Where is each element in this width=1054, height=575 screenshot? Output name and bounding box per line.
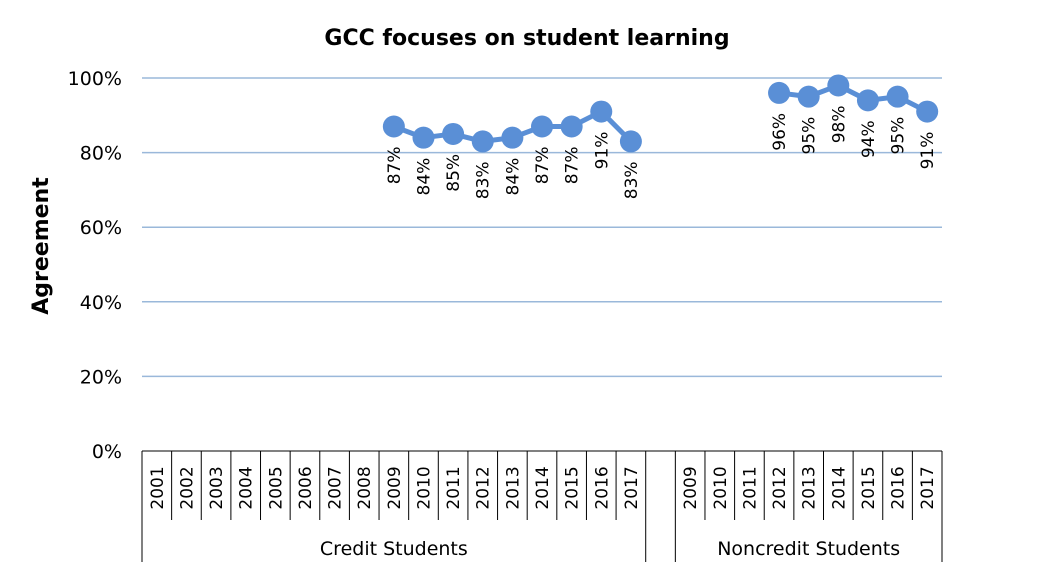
- x-tick-label: 2008: [355, 466, 375, 509]
- y-tick-label: 80%: [80, 143, 122, 165]
- x-tick-label: 2005: [266, 466, 286, 509]
- data-point: [856, 89, 879, 112]
- x-tick-label: 2017: [918, 466, 938, 509]
- x-tick-label: 2003: [207, 466, 227, 509]
- x-tick-label: 2016: [889, 466, 909, 509]
- data-point: [501, 126, 524, 149]
- y-axis-label: Agreement: [29, 177, 54, 315]
- x-tick-label: 2011: [444, 466, 464, 509]
- x-group-label: Credit Students: [320, 538, 468, 560]
- data-label: 84%: [503, 158, 523, 196]
- data-label: 95%: [800, 117, 820, 155]
- y-tick-label: 100%: [68, 68, 122, 90]
- data-point: [590, 100, 613, 123]
- data-point: [471, 130, 494, 153]
- data-point: [797, 85, 820, 108]
- y-tick-label: 0%: [92, 441, 122, 463]
- data-label: 83%: [474, 161, 494, 199]
- x-tick-label: 2006: [296, 466, 316, 509]
- data-point: [886, 85, 909, 108]
- data-label: 91%: [918, 132, 938, 170]
- x-tick-label: 2009: [385, 466, 405, 509]
- x-tick-label: 2004: [237, 466, 257, 509]
- data-point: [531, 115, 554, 138]
- data-label: 87%: [563, 146, 583, 184]
- data-label: 96%: [770, 113, 790, 151]
- data-label: 87%: [533, 146, 553, 184]
- chart-title: GCC focuses on student learning: [324, 26, 729, 51]
- data-label: 94%: [859, 120, 879, 158]
- data-label: 95%: [889, 117, 909, 155]
- y-axis-ticks: 0% 20% 40% 60% 80% 100%: [68, 68, 122, 463]
- data-point: [412, 126, 435, 149]
- data-point: [382, 115, 405, 138]
- data-label: 98%: [829, 105, 849, 143]
- x-tick-label: 2015: [859, 466, 879, 509]
- x-tick-label: 2013: [503, 466, 523, 509]
- x-tick-label: 2002: [177, 466, 197, 509]
- x-tick-label: 2016: [592, 466, 612, 509]
- y-tick-label: 60%: [80, 217, 122, 239]
- data-labels: 87% 84% 85% 83% 84% 87% 87% 91% 83% 96% 95% 98% 94% 9…: [385, 105, 938, 199]
- x-tick-label: 2015: [563, 466, 583, 509]
- series: [382, 74, 939, 153]
- x-tick-label: 2014: [533, 466, 553, 509]
- data-point: [768, 81, 791, 104]
- x-group-label: Noncredit Students: [717, 538, 900, 560]
- x-tick-label: 2017: [622, 466, 642, 509]
- y-tick-label: 40%: [80, 292, 122, 314]
- data-label: 87%: [385, 146, 405, 184]
- x-axis: 2001 2002 2003 2004 2005 2006 2007 2008 2009 2010…: [141, 450, 943, 562]
- data-label: 83%: [622, 161, 642, 199]
- x-tick-label: 2007: [326, 466, 346, 509]
- data-point: [916, 100, 939, 123]
- data-point: [560, 115, 583, 138]
- x-tick-label: 2010: [414, 466, 434, 509]
- x-tick-label: 2011: [740, 466, 760, 509]
- x-tick-label: 2001: [148, 466, 168, 509]
- y-tick-label: 20%: [80, 366, 122, 388]
- data-label: 84%: [414, 158, 434, 196]
- data-point: [827, 74, 850, 97]
- x-tick-label: 2012: [474, 466, 494, 509]
- x-tick-label: 2010: [711, 466, 731, 509]
- data-label: 91%: [592, 132, 612, 170]
- data-point: [442, 122, 465, 145]
- gridlines: [142, 77, 942, 378]
- x-tick-label: 2012: [770, 466, 790, 509]
- data-point: [619, 130, 642, 153]
- x-tick-label: 2009: [681, 466, 701, 509]
- data-label: 85%: [444, 154, 464, 192]
- x-tick-label: 2014: [829, 466, 849, 509]
- x-tick-label: 2013: [800, 466, 820, 509]
